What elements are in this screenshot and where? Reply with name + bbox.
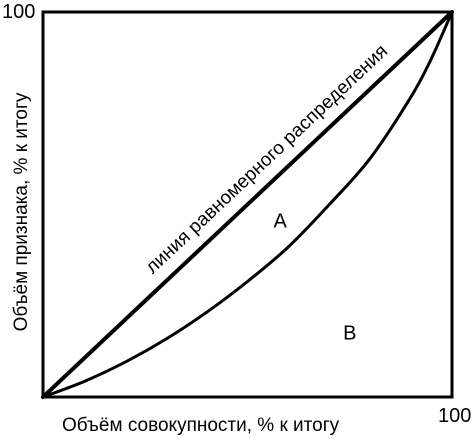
x-tick-label-max: 100 — [438, 405, 471, 427]
region-a-label: A — [274, 211, 288, 233]
x-axis-title: Объём совокупности, % к итогу — [62, 415, 340, 436]
y-tick-label-max: 100 — [2, 1, 35, 23]
region-b-label: B — [343, 322, 356, 344]
plot-frame — [41, 10, 454, 399]
lorenz-curve — [42, 11, 454, 399]
equality-line-label: линия равномерного распределения — [142, 41, 392, 278]
equality-line — [41, 10, 454, 399]
y-axis-title: Объём признака, % к итогу — [11, 92, 32, 331]
